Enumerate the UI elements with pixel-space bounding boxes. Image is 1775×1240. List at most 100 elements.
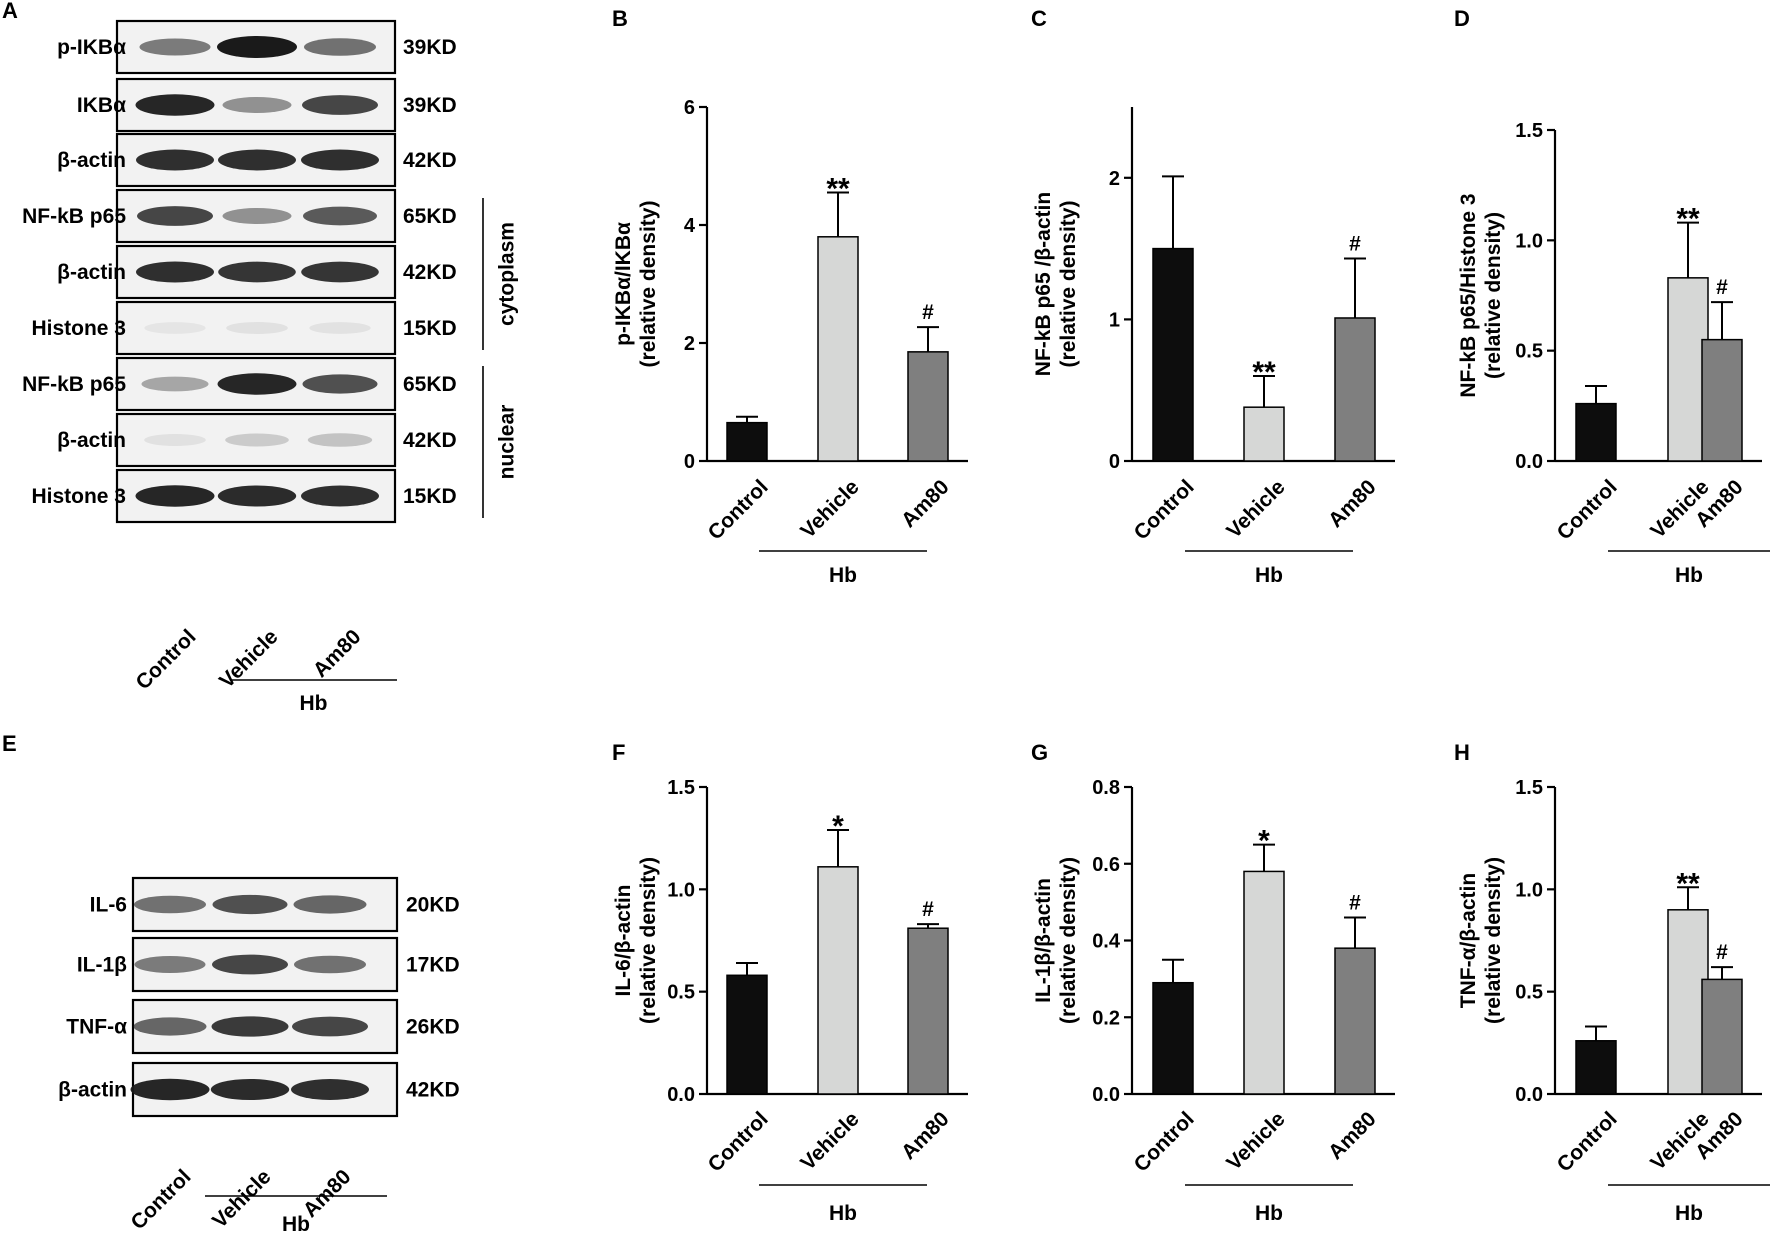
blot-band [302,95,378,115]
y-axis-label-units: (relative density) [637,201,660,368]
significance-mark: # [1716,276,1728,299]
blot-size-label: 42KD [403,429,457,452]
hb-group-label: Hb [300,692,328,715]
blot-frame [115,412,397,468]
blot-band [307,433,373,447]
significance-mark: * [832,810,844,843]
significance-mark: # [1349,233,1361,256]
significance-mark: ** [1252,356,1276,389]
blot-band [137,206,213,226]
chart-h: H0.00.51.01.5Control**Vehicle#Am80HbTNF-… [1454,740,1770,1225]
blot-band [301,261,379,283]
blot-band [134,955,206,974]
blot-protein-label: β-actin [57,261,126,284]
significance-mark: # [1716,941,1728,964]
blot-row: Histone 3 15KD [31,468,457,524]
y-tick-label: 4 [684,215,696,237]
bar [1575,1040,1617,1095]
blot-band [144,322,206,334]
bar [1575,402,1617,462]
blot-protein-label: β-actin [57,429,126,452]
blot-band [301,149,379,171]
x-tick-label: Control [704,475,773,544]
blot-panel-e: E IL-6 20KD IL-1β 17KD TNF-α 26KD β-actin 42KD Co… [2,731,460,1236]
y-axis-label: IL-6/β-actin [612,885,635,997]
y-tick-label: 0.0 [1515,451,1543,473]
x-tick-label: Control [1553,1107,1622,1176]
y-axis-label-units: (relative density) [1482,212,1505,379]
bar [1152,247,1194,462]
hb-group-label: Hb [1255,1202,1283,1225]
chart-g: G 0.0 0.2 0.4 0.6 0.8 Control * Vehicle # Am80 Hb IL… [1031,740,1395,1225]
blot-row: β-actin 42KD [57,244,457,300]
panel-letter: F [612,740,625,765]
blot-band [136,261,214,283]
y-axis-label: TNF-α/β-actin [1457,873,1480,1008]
y-tick-label: 0.0 [1092,1084,1120,1106]
bar [1334,317,1376,462]
blot-band [210,1078,290,1101]
blot-band [144,434,206,446]
panel-letter: B [612,6,628,31]
y-tick-label: 0.0 [667,1084,695,1106]
blot-band [294,955,366,974]
fraction-label: nuclear [496,405,519,480]
bar [726,974,768,1095]
blot-band [135,94,215,116]
blot-size-label: 15KD [403,485,457,508]
x-tick-label: Control [704,1107,773,1176]
blot-band [226,322,288,334]
blot-band [293,895,367,914]
blot-band [304,38,376,56]
blot-band [211,1016,289,1037]
blot-row: β-actin 42KD [57,132,457,188]
y-tick-label: 2 [684,333,695,355]
blot-protein-label: β-actin [57,149,126,172]
y-tick-label: 1.5 [1515,120,1543,142]
blot-size-label: 39KD [403,36,457,59]
x-tick-label: Am80 [1324,1107,1381,1164]
blot-band [301,485,379,507]
y-axis-label-units: (relative density) [1057,201,1080,368]
blot-band [309,322,371,334]
blot-size-label: 39KD [403,94,457,117]
bar [817,236,859,462]
y-axis-label-units: (relative density) [637,857,660,1024]
blot-band [217,373,297,395]
blot-band [218,261,296,283]
blot-row: IKBα 39KD [77,77,457,133]
bar [1701,978,1743,1095]
y-tick-label: 6 [684,97,695,119]
blot-band [217,36,297,58]
blot-protein-label: NF-kB p65 [22,373,126,396]
bar [1243,870,1285,1095]
blot-size-label: 42KD [403,261,457,284]
bar [907,927,949,1095]
bar [817,866,859,1095]
blot-size-label: 26KD [406,1016,460,1039]
lane-label: Vehicle [208,1165,275,1232]
blot-protein-label: IL-1β [77,954,127,977]
blot-band [135,485,215,507]
blot-row: β-actin 42KD [57,412,457,468]
bar [1243,406,1285,462]
y-tick-label: 0 [684,451,695,473]
blot-size-label: 42KD [403,149,457,172]
blot-size-label: 65KD [403,373,457,396]
y-tick-label: 1 [1109,309,1120,331]
x-tick-label: Am80 [1324,475,1381,532]
blot-size-label: 65KD [403,205,457,228]
y-tick-label: 0.4 [1092,931,1121,953]
blot-band [303,206,377,226]
x-tick-label: Control [1553,475,1622,544]
y-tick-label: 1.5 [1515,777,1543,799]
panel-letter: C [1031,6,1047,31]
lane-label: Control [126,1165,195,1234]
x-tick-label: Vehicle [796,475,863,542]
blot-row: NF-kB p65 65KD [22,356,457,412]
y-tick-label: 0.6 [1092,854,1120,876]
blot-panel-a: Ap-IKBα 39KD IKBα 39KD β-actin 42KD NF-kB p65 6… [2,0,519,715]
lane-label: Control [131,625,200,694]
panel-letter: H [1454,740,1470,765]
